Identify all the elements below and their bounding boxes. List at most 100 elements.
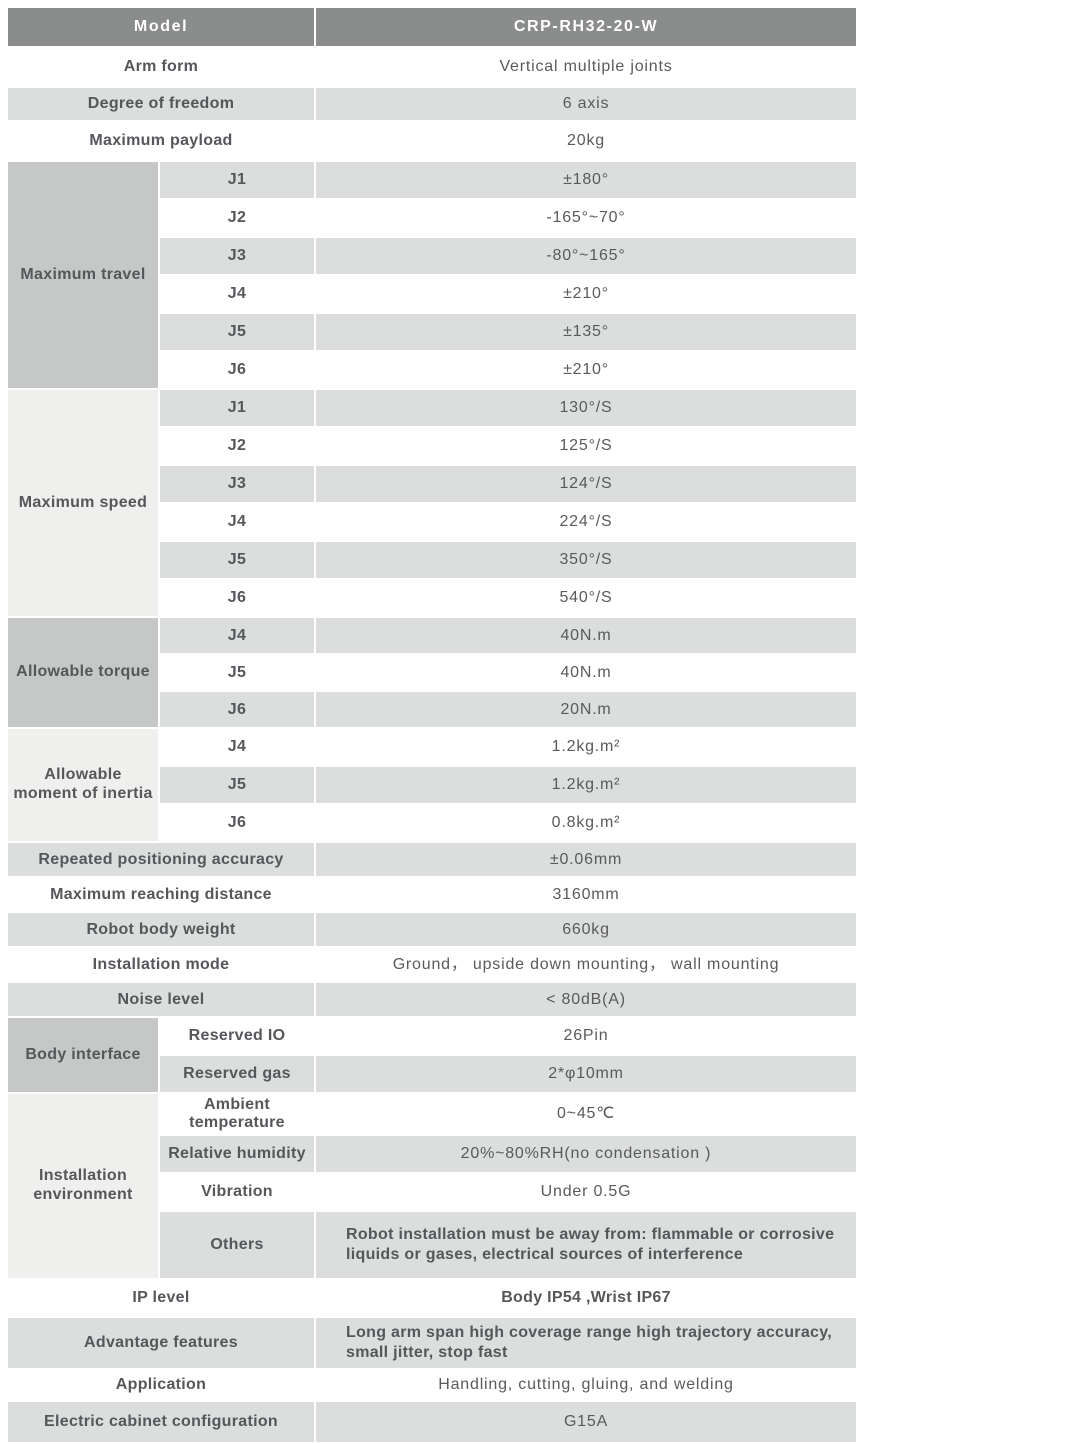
row-value: G15A	[316, 1401, 856, 1442]
row-label: Maximum reaching distance	[8, 878, 314, 911]
sub-row-label: J6	[160, 692, 314, 727]
table-row: Maximum reaching distance 3160mm	[8, 878, 856, 911]
sub-row-label: Ambient temperature	[160, 1094, 314, 1134]
row-label: Electric cabinet configuration	[8, 1401, 314, 1442]
row-value: Body IP54 ,Wrist IP67	[316, 1279, 856, 1316]
row-value: Ground， upside down mounting， wall mount…	[316, 948, 856, 981]
group-label: Maximum travel	[8, 162, 158, 388]
row-value: 2*φ10mm	[316, 1056, 856, 1092]
table-row: Robot body weight 660kg	[8, 913, 856, 946]
row-value: 125°/S	[316, 428, 856, 464]
row-label: Degree of freedom	[8, 88, 314, 120]
sub-row-label: J4	[160, 504, 314, 540]
sub-row-label: J6	[160, 580, 314, 616]
table-row: Advantage features Long arm span high cov…	[8, 1317, 856, 1368]
table-row: J3 -80°~165°	[8, 238, 856, 274]
row-value: ±135°	[316, 314, 856, 350]
robot-spec-table: Model CRP-RH32-20-W Arm form Vertical mul…	[6, 6, 858, 1444]
row-value: 130°/S	[316, 390, 856, 426]
table-row: J3 124°/S	[8, 466, 856, 502]
sub-row-label: J5	[160, 655, 314, 690]
row-value: < 80dB(A)	[316, 983, 856, 1016]
table-row: J2 125°/S	[8, 428, 856, 464]
row-value: 540°/S	[316, 580, 856, 616]
row-value: -80°~165°	[316, 238, 856, 274]
row-value: 0~45℃	[316, 1094, 856, 1134]
row-value: 6 axis	[316, 88, 856, 120]
row-label: Noise level	[8, 983, 314, 1016]
table-row: Reserved gas 2*φ10mm	[8, 1056, 856, 1092]
sub-row-label: J4	[160, 276, 314, 312]
row-value: 3160mm	[316, 878, 856, 911]
table-row: J6 0.8kg.m²	[8, 805, 856, 841]
sub-row-label: Relative humidity	[160, 1135, 314, 1172]
model-header-row: Model CRP-RH32-20-W	[8, 8, 856, 46]
sub-row-label: J1	[160, 390, 314, 426]
table-row: IP level Body IP54 ,Wrist IP67	[8, 1279, 856, 1316]
table-row: Degree of freedom 6 axis	[8, 88, 856, 120]
row-label: Robot body weight	[8, 913, 314, 946]
model-header-label: Model	[8, 8, 314, 46]
table-row: Noise level < 80dB(A)	[8, 983, 856, 1016]
group-label: Maximum speed	[8, 390, 158, 616]
table-row: J5 40N.m	[8, 655, 856, 690]
row-value: 224°/S	[316, 504, 856, 540]
row-label: IP level	[8, 1279, 314, 1316]
sub-row-label: J3	[160, 238, 314, 274]
row-value: Handling, cutting, gluing, and welding	[316, 1369, 856, 1400]
table-row: Body interface Reserved IO 26Pin	[8, 1018, 856, 1092]
sub-row-label: J2	[160, 428, 314, 464]
row-value: 20kg	[316, 122, 856, 160]
group-label: Body interface	[8, 1018, 158, 1092]
sub-row-label: J6	[160, 352, 314, 388]
spec-table-body: Arm form Vertical multiple joints Degree o…	[8, 48, 856, 1442]
table-row: Vibration Under 0.5G	[8, 1173, 856, 1210]
table-row: J5 1.2kg.m²	[8, 767, 856, 803]
row-value: Long arm span high coverage range high t…	[316, 1317, 856, 1368]
table-row: J4 ±210°	[8, 276, 856, 312]
group-label: Allowable moment of inertia	[8, 729, 158, 841]
row-label: Installation mode	[8, 948, 314, 981]
sub-row-label: Others	[160, 1211, 314, 1278]
table-row: Maximum payload 20kg	[8, 122, 856, 160]
row-value: 1.2kg.m²	[316, 767, 856, 803]
sub-row-label: J4	[160, 729, 314, 765]
table-row: J6 540°/S	[8, 580, 856, 616]
row-label: Advantage features	[8, 1317, 314, 1368]
row-value: ±0.06mm	[316, 843, 856, 876]
row-value: ±210°	[316, 352, 856, 388]
table-row: Installation environment Ambient temperat…	[8, 1094, 856, 1278]
sub-row-label: J5	[160, 767, 314, 803]
row-value: 124°/S	[316, 466, 856, 502]
sub-row-label: Reserved IO	[160, 1018, 314, 1054]
row-value: 1.2kg.m²	[316, 729, 856, 765]
row-value: 0.8kg.m²	[316, 805, 856, 841]
row-label: Application	[8, 1369, 314, 1400]
sub-row-label: J3	[160, 466, 314, 502]
sub-row-label: Reserved gas	[160, 1056, 314, 1092]
row-value: Vertical multiple joints	[316, 48, 856, 86]
table-row: Allowable moment of inertia J4 1.2kg.m²	[8, 729, 856, 841]
table-row: J2 -165°~70°	[8, 200, 856, 236]
row-value: 350°/S	[316, 542, 856, 578]
model-header-value: CRP-RH32-20-W	[316, 8, 856, 46]
group-label: Installation environment	[8, 1094, 158, 1278]
row-value: 20N.m	[316, 692, 856, 727]
table-row: Maximum travel J1 ±180°	[8, 162, 856, 388]
row-value: 40N.m	[316, 618, 856, 653]
sub-row-label: J5	[160, 314, 314, 350]
row-value: -165°~70°	[316, 200, 856, 236]
table-row: J4 224°/S	[8, 504, 856, 540]
table-row: Application Handling, cutting, gluing, an…	[8, 1369, 856, 1400]
row-value: ±210°	[316, 276, 856, 312]
sub-row-label: J1	[160, 162, 314, 198]
table-row: Others Robot installation must be away fr…	[8, 1211, 856, 1278]
sub-row-label: J6	[160, 805, 314, 841]
table-row: Repeated positioning accuracy ±0.06mm	[8, 843, 856, 876]
sub-row-label: J5	[160, 542, 314, 578]
sub-row-label: J4	[160, 618, 314, 653]
table-row: Arm form Vertical multiple joints	[8, 48, 856, 86]
row-label: Maximum payload	[8, 122, 314, 160]
table-row: J6 ±210°	[8, 352, 856, 388]
